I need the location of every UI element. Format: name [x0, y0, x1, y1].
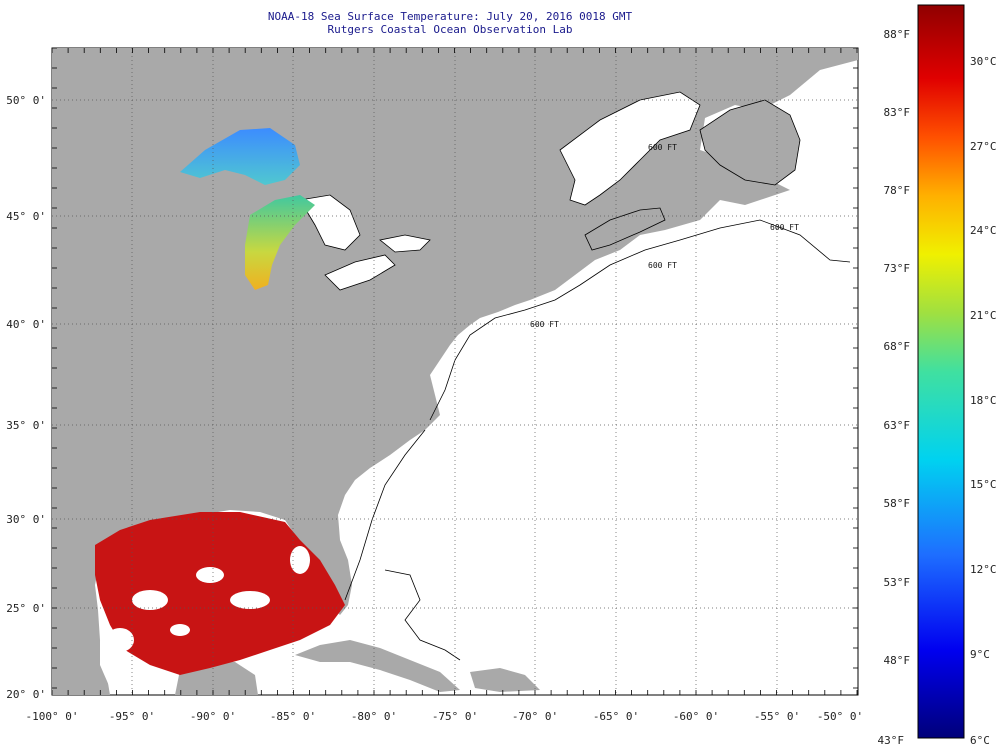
isobath-label-nova-scotia: 600 FT	[648, 261, 677, 270]
cb-c-30: 30°C	[970, 55, 997, 68]
cb-c-24: 24°C	[970, 224, 997, 237]
lake-huron	[299, 194, 361, 251]
tick-marks	[51, 47, 858, 695]
cb-c-9: 9°C	[970, 648, 990, 661]
lon-label-100w: -100° 0'	[26, 710, 79, 723]
lake-ontario	[379, 234, 431, 253]
cb-c-27: 27°C	[970, 140, 997, 153]
lon-label-65w: -65° 0'	[593, 710, 639, 723]
gulf-st-lawrence	[559, 91, 701, 206]
land-cuba	[295, 640, 460, 692]
colorbar	[917, 4, 965, 739]
cb-c-6: 6°C	[970, 734, 990, 747]
shelf-break-contour	[429, 219, 851, 421]
lon-labels: -100° 0' -95° 0' -90° 0' -85° 0' -80° 0'…	[26, 710, 864, 723]
gulf-cloud-patches	[106, 546, 310, 652]
colorbar-fahrenheit-labels: 88°F 83°F 78°F 73°F 68°F 63°F 58°F 53°F …	[878, 28, 911, 747]
gulf-of-mexico-sst	[95, 512, 345, 675]
lon-label-80w: -80° 0'	[351, 710, 397, 723]
land-hispaniola	[470, 668, 540, 692]
cb-f-78: 78°F	[884, 184, 911, 197]
chart-title: NOAA-18 Sea Surface Temperature: July 20…	[267, 10, 633, 23]
gulf-cool-edge	[100, 640, 160, 690]
lat-label-35n: 35° 0'	[6, 419, 46, 432]
cb-f-53: 53°F	[884, 576, 911, 589]
cb-c-18: 18°C	[970, 394, 997, 407]
cb-c-15: 15°C	[970, 478, 997, 491]
lon-label-55w: -55° 0'	[754, 710, 800, 723]
isobath-label-newfoundland: 600 FT	[770, 223, 799, 232]
cb-f-68: 68°F	[884, 340, 911, 353]
cb-c-12: 12°C	[970, 563, 997, 576]
lon-label-75w: -75° 0'	[432, 710, 478, 723]
lat-label-20n: 20° 0'	[6, 688, 46, 701]
cb-c-21: 21°C	[970, 309, 997, 322]
lon-label-50w: -50° 0'	[817, 710, 863, 723]
lake-michigan-sst	[245, 195, 315, 290]
lon-label-70w: -70° 0'	[512, 710, 558, 723]
cb-f-88: 88°F	[884, 28, 911, 41]
lat-label-40n: 40° 0'	[6, 318, 46, 331]
lon-label-85w: -85° 0'	[270, 710, 316, 723]
lat-labels: 50° 0' 45° 0' 40° 0' 35° 0' 30° 0' 25° 0…	[6, 94, 46, 701]
lake-erie	[324, 254, 396, 291]
cb-f-63: 63°F	[884, 419, 911, 432]
bahamas-outline	[384, 569, 461, 661]
lon-label-90w: -90° 0'	[190, 710, 236, 723]
cb-f-73: 73°F	[884, 262, 911, 275]
isobath-labels: 600 FT 600 FT 600 FT 600 FT	[530, 143, 799, 329]
isobath-label-gulf-stlawrence: 600 FT	[648, 143, 677, 152]
lon-label-95w: -95° 0'	[109, 710, 155, 723]
land-nova-scotia	[584, 207, 666, 251]
land-newfoundland	[699, 99, 801, 186]
lon-label-60w: -60° 0'	[673, 710, 719, 723]
lake-superior-sst	[180, 128, 300, 185]
cb-f-43: 43°F	[878, 734, 905, 747]
cb-f-83: 83°F	[884, 106, 911, 119]
lat-label-25n: 25° 0'	[6, 602, 46, 615]
cb-f-58: 58°F	[884, 497, 911, 510]
lat-label-30n: 30° 0'	[6, 513, 46, 526]
cb-f-48: 48°F	[884, 654, 911, 667]
florida-shelf-contour	[344, 429, 426, 601]
lat-label-50n: 50° 0'	[6, 94, 46, 107]
lat-label-45n: 45° 0'	[6, 210, 46, 223]
chart-subtitle: Rutgers Coastal Ocean Observation Lab	[327, 23, 573, 36]
colorbar-celsius-labels: 30°C 27°C 24°C 21°C 18°C 15°C 12°C 9°C 6…	[970, 55, 997, 747]
isobath-label-georges-bank: 600 FT	[530, 320, 559, 329]
